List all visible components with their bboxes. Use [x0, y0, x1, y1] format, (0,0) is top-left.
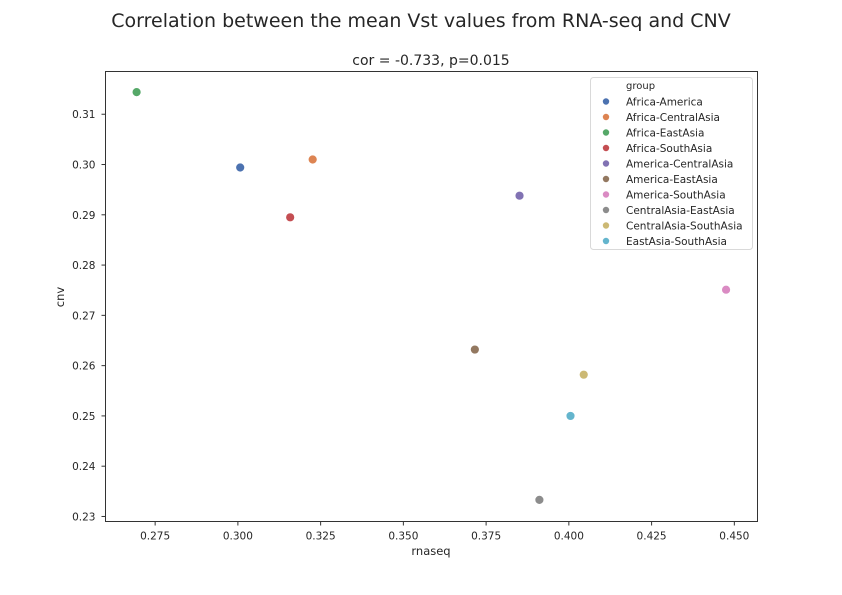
plot-frame [105, 71, 758, 522]
legend-marker [602, 206, 610, 214]
data-point-centralasia-southasia [578, 369, 589, 380]
legend-marker [602, 98, 610, 105]
legend: group Africa-AmericaAfrica-CentralAsiaAf… [590, 77, 753, 250]
legend-label: America-SouthAsia [626, 189, 726, 201]
legend-label: EastAsia-SouthAsia [626, 236, 727, 248]
y-tick-label: 0.31 [72, 109, 95, 121]
legend-marker [602, 237, 610, 245]
x-tick-label: 0.400 [554, 531, 584, 543]
data-point-america-centralasia [514, 190, 525, 201]
x-tick-label: 0.450 [719, 531, 749, 543]
y-tick-label: 0.23 [72, 511, 95, 523]
legend-marker [602, 129, 610, 136]
legend-label: CentralAsia-SouthAsia [626, 220, 743, 232]
y-tick-label: 0.26 [72, 361, 96, 373]
legend-items: Africa-America Africa-CentralAsia Africa-E… [602, 96, 743, 248]
legend-title: group [626, 81, 655, 92]
y-axis-ticks: 0.23 0.24 0.25 0.26 0.27 0.28 0.29 0.30 0.31 [72, 109, 106, 523]
legend-marker [602, 144, 610, 152]
x-tick-label: 0.325 [306, 531, 336, 543]
data-point-africa-centralasia [307, 154, 318, 165]
legend-box [590, 77, 753, 250]
x-axis-ticks: 0.275 0.300 0.325 0.350 0.375 0.400 0.425 0.450 [140, 521, 749, 543]
x-tick-label: 0.375 [471, 531, 501, 543]
x-tick-label: 0.350 [388, 531, 418, 543]
x-tick-label: 0.425 [637, 531, 667, 543]
legend-label: Africa-CentralAsia [626, 112, 720, 124]
data-point-america-eastasia [469, 344, 480, 355]
y-tick-label: 0.27 [72, 310, 95, 322]
data-point-america-southasia [721, 284, 731, 295]
y-tick-label: 0.25 [72, 411, 95, 423]
data-point-africa-eastasia [131, 87, 142, 98]
legend-label: CentralAsia-EastAsia [626, 205, 735, 217]
legend-label: Africa-EastAsia [626, 127, 704, 139]
legend-marker [602, 160, 610, 167]
legend-label: Africa-America [626, 96, 703, 108]
y-tick-label: 0.29 [72, 210, 95, 222]
data-point-africa-america [235, 162, 246, 173]
legend-label: America-CentralAsia [626, 158, 733, 170]
data-point-africa-southasia [285, 212, 296, 223]
y-axis-label: cnv [53, 287, 67, 308]
legend-marker [602, 113, 610, 121]
x-tick-label: 0.300 [223, 531, 253, 543]
data-point-eastasia-southasia [565, 411, 576, 421]
data-points [131, 87, 731, 505]
legend-marker [602, 191, 610, 198]
data-point-centralasia-eastasia [534, 494, 545, 505]
x-axis-label: rnaseq [411, 544, 450, 558]
legend-marker [602, 222, 610, 229]
legend-label: Africa-SouthAsia [626, 143, 712, 155]
chart-title: Correlation between the mean Vst values … [111, 10, 730, 32]
y-tick-label: 0.30 [72, 160, 95, 172]
legend-label: America-EastAsia [626, 174, 718, 186]
chart-subtitle: cor = -0.733, p=0.015 [352, 53, 509, 69]
legend-marker [602, 175, 610, 183]
y-tick-label: 0.28 [72, 260, 95, 272]
x-tick-label: 0.275 [140, 531, 170, 543]
y-tick-label: 0.24 [72, 461, 96, 473]
